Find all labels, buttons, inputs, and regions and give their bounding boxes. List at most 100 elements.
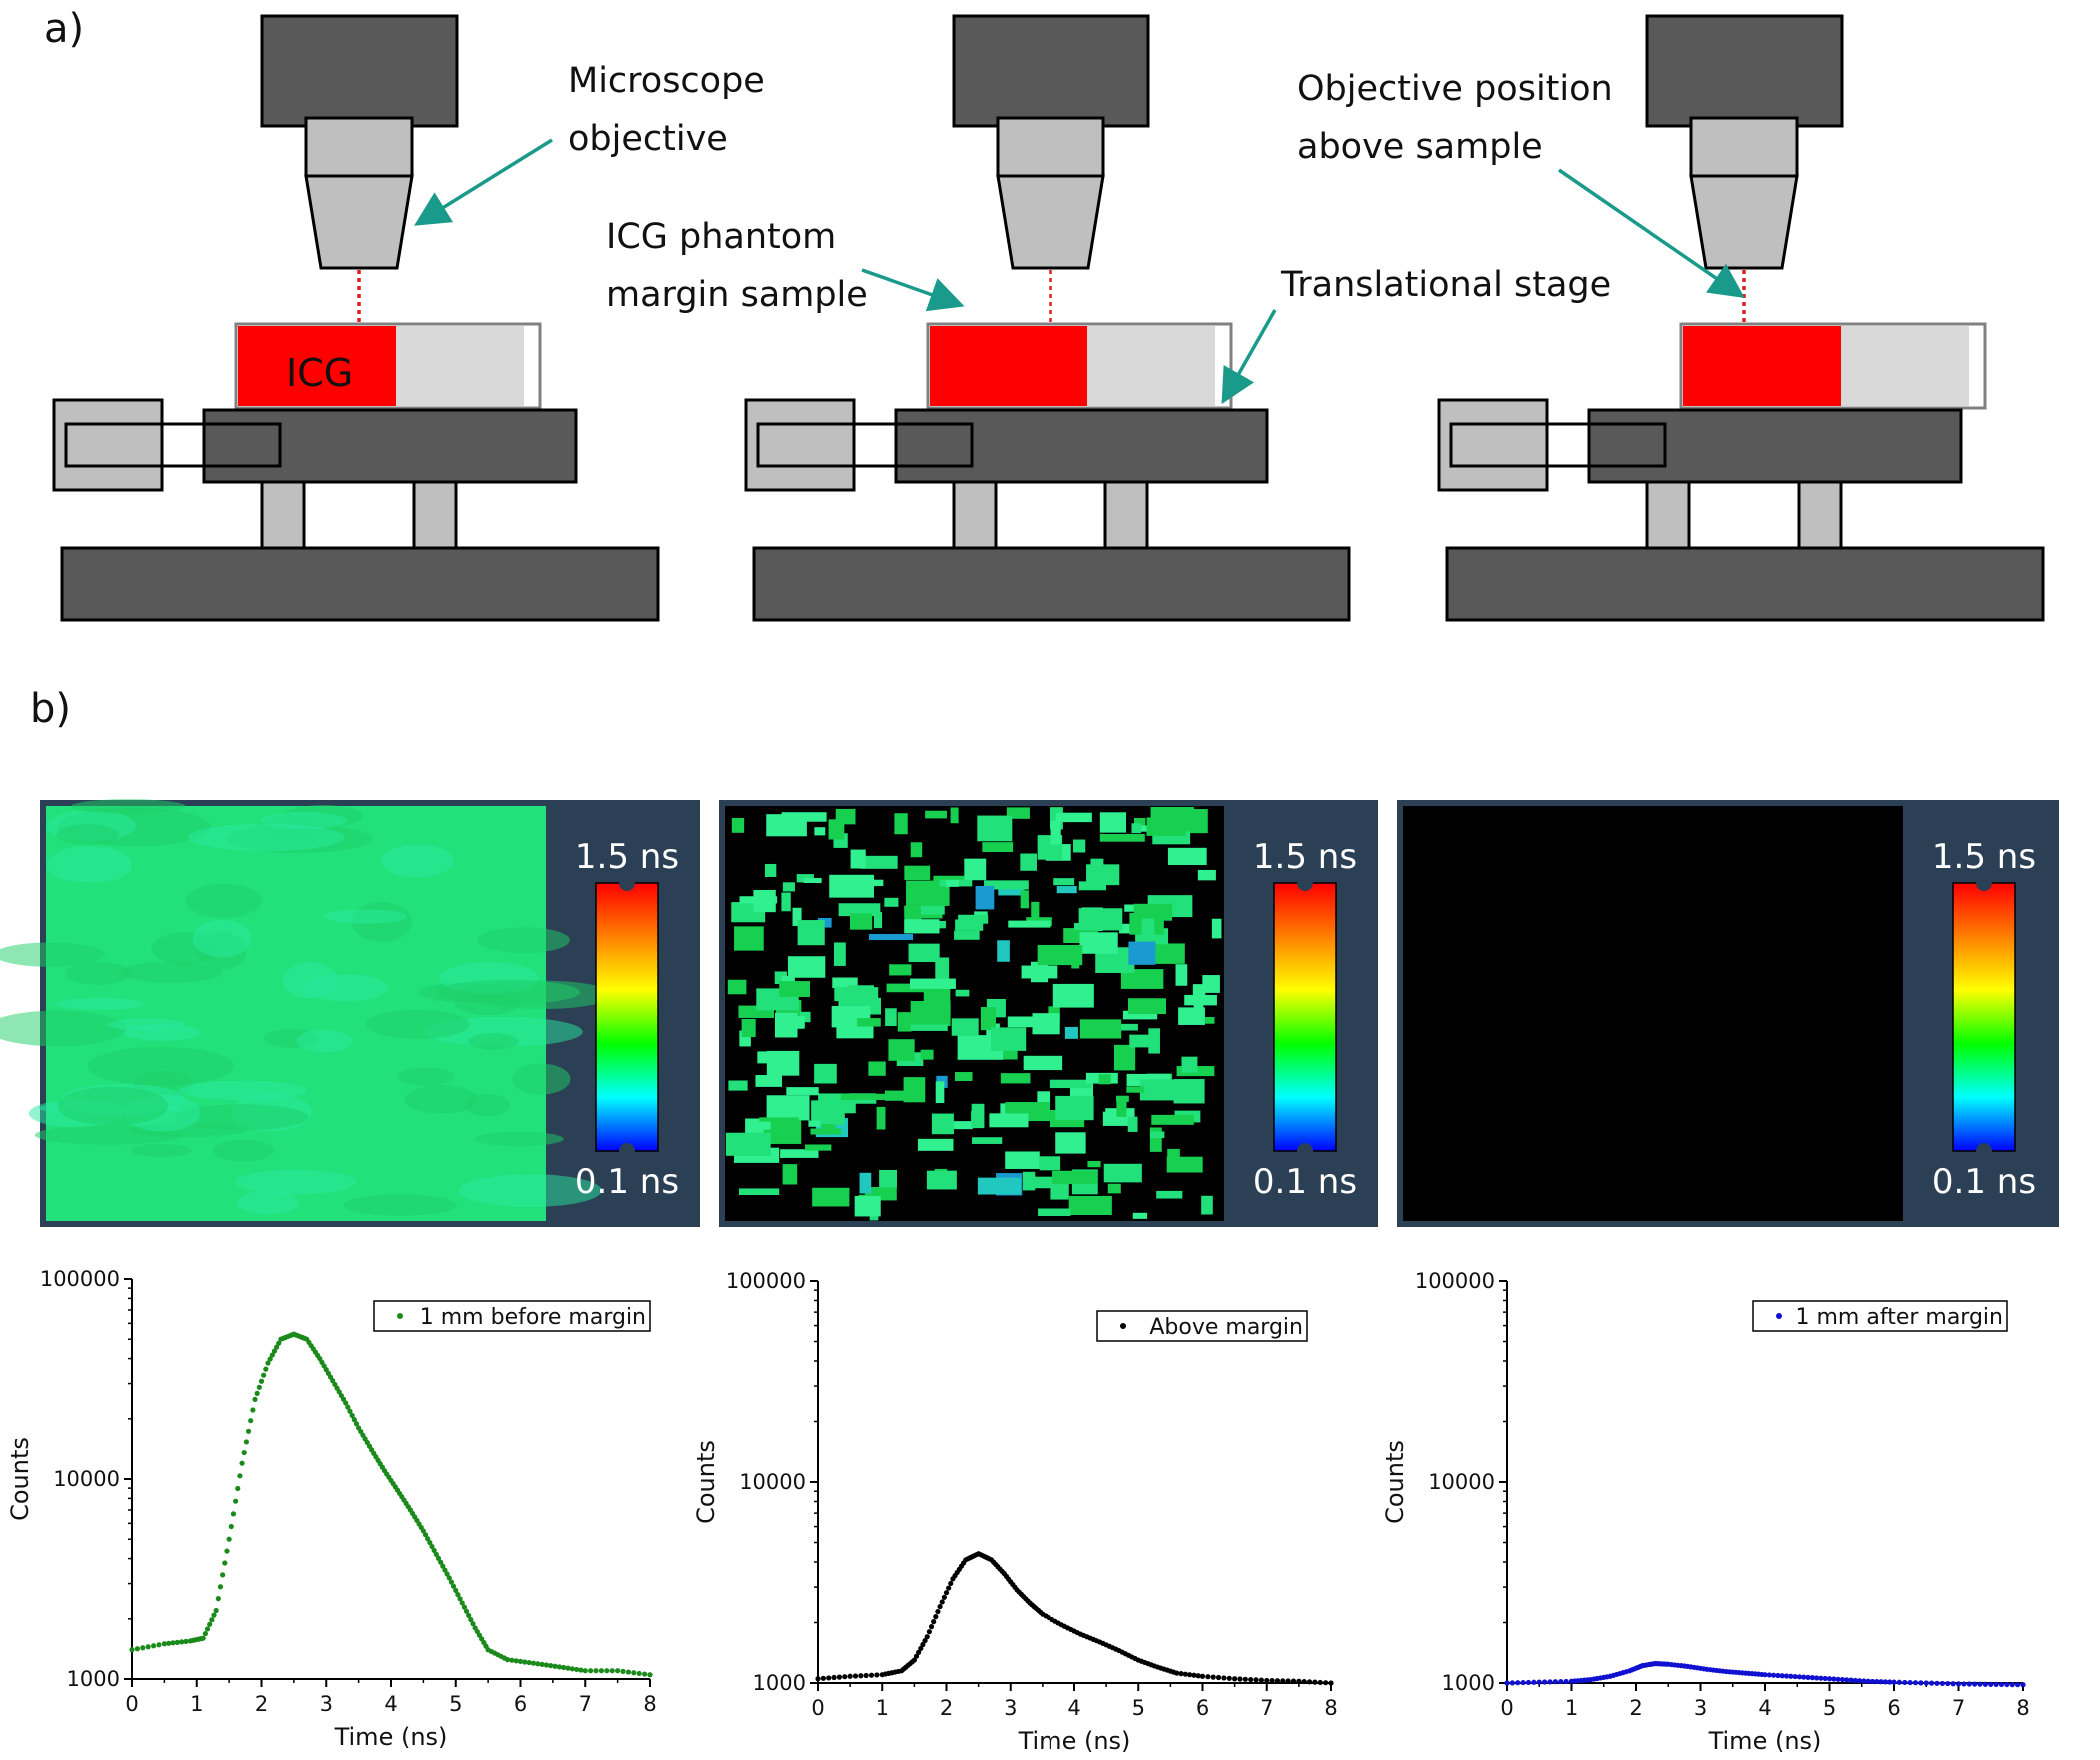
x-axis-label: Time (ns) [334,1723,448,1751]
x-axis-label: Time (ns) [1018,1727,1131,1755]
objective-barrel [1689,116,1799,178]
data-point [631,1670,637,1676]
setup-3 [1437,14,2045,622]
colorbar [1952,882,2016,1152]
image-texture [57,1086,169,1126]
data-point [1861,1678,1867,1684]
data-point [250,1407,256,1413]
data-point [2020,1682,2026,1688]
data-point [444,1571,450,1577]
data-point [1762,1672,1768,1678]
data-point [235,1485,241,1492]
data-point [1977,1681,1983,1687]
image-texture [46,845,133,883]
image-patch [1148,1028,1160,1054]
image-patch [1055,812,1092,823]
tissue-region [396,326,524,406]
image-texture [467,1033,519,1050]
data-point [1290,1678,1297,1684]
image-patch [860,855,898,869]
colorbar-min-label: 0.1 ns [1932,1162,2036,1202]
data-point [1563,1678,1569,1685]
x-tick-label: 0 [1500,1696,1513,1720]
image-patch [755,1075,783,1087]
colorbar-max-handle [1976,876,1992,891]
data-point [228,1523,234,1530]
data-point [440,1563,446,1569]
image-texture [70,799,186,814]
image-patch [1116,1101,1127,1117]
image-patch [946,880,959,887]
data-point [1269,1677,1275,1684]
image-patch [1146,817,1186,836]
image-patch [814,827,826,836]
x-tick-label: 4 [1067,1696,1080,1720]
image-patch [879,1169,898,1188]
image-patch [738,1188,780,1196]
data-point [526,1659,532,1666]
data-point [1274,1678,1281,1684]
image-patch [849,913,873,930]
y-tick-label: 100000 [40,1267,120,1291]
image-patch [1201,1195,1213,1215]
image-patch [889,964,912,976]
image-patch [779,981,810,997]
data-point [1801,1674,1807,1680]
data-point [245,1428,252,1434]
data-point [1887,1679,1893,1685]
legend-label: Above margin [1149,1315,1303,1340]
data-point [209,1617,215,1623]
image-patch [856,1018,881,1027]
series-1 [129,1331,653,1678]
data-point [1891,1679,1897,1685]
data-point [604,1668,610,1674]
image-patch [828,819,845,840]
image-patch [1079,932,1118,954]
image-patch [859,1172,872,1194]
data-point [226,1536,232,1542]
data-point [1205,1674,1211,1680]
image-patch [1151,1114,1194,1125]
data-point [1912,1680,1919,1686]
data-point [920,1641,926,1648]
data-point [1552,1679,1558,1685]
image-patch [1149,1131,1165,1139]
data-point [1215,1674,1222,1681]
image-patch [964,858,987,881]
image-patch [903,1077,926,1103]
image-patch [739,1030,751,1047]
data-point [504,1657,511,1663]
data-point [252,1396,258,1403]
image-texture [174,1104,309,1131]
objective-barrel [996,116,1105,178]
data-point [200,1635,206,1641]
image-patch [920,1049,934,1060]
data-point [1865,1678,1871,1684]
image-patch [780,1149,819,1158]
data-point [1814,1675,1820,1681]
data-point [620,1668,626,1674]
image-patch [782,1164,798,1185]
data-point [265,1360,271,1366]
image-patch [832,977,858,989]
annotations: Microscope objective ICG phantom margin … [414,61,1745,405]
data-point [222,1560,228,1566]
x-tick-label: 7 [1952,1696,1965,1720]
data-point [1869,1678,1876,1685]
data-point [241,1449,247,1456]
data-point [642,1671,648,1677]
data-point [1993,1681,1999,1687]
data-point [911,1657,917,1663]
x-tick-label: 4 [384,1692,397,1716]
data-point [207,1621,213,1627]
data-point [1835,1676,1841,1682]
x-tick-label: 1 [190,1692,203,1716]
image-patch [1150,806,1194,821]
data-point [1317,1679,1323,1686]
data-point [349,1412,355,1419]
data-point [530,1660,537,1666]
image-texture [474,1131,564,1147]
image-patch [977,1177,1022,1195]
image-patch [1132,1212,1148,1219]
data-point [1848,1677,1854,1683]
